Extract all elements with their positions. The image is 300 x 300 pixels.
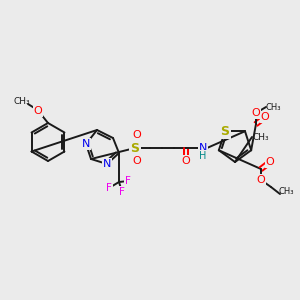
Text: H: H: [199, 151, 207, 161]
Text: CH₃: CH₃: [14, 98, 30, 106]
Text: CH₃: CH₃: [253, 133, 269, 142]
Text: S: S: [220, 125, 230, 138]
Text: F: F: [106, 183, 112, 193]
Text: O: O: [261, 112, 269, 122]
Text: O: O: [266, 157, 274, 167]
Text: CH₃: CH₃: [265, 103, 281, 112]
Text: N: N: [82, 139, 90, 149]
Text: O: O: [34, 106, 42, 116]
Text: O: O: [133, 130, 141, 140]
Text: N: N: [103, 159, 111, 169]
Text: F: F: [125, 176, 131, 186]
Text: N: N: [199, 143, 207, 153]
Text: S: S: [130, 142, 140, 154]
Text: O: O: [182, 156, 190, 166]
Text: O: O: [252, 108, 260, 118]
Text: F: F: [119, 187, 125, 197]
Text: O: O: [133, 156, 141, 166]
Text: O: O: [256, 175, 266, 185]
Text: CH₃: CH₃: [278, 188, 294, 196]
